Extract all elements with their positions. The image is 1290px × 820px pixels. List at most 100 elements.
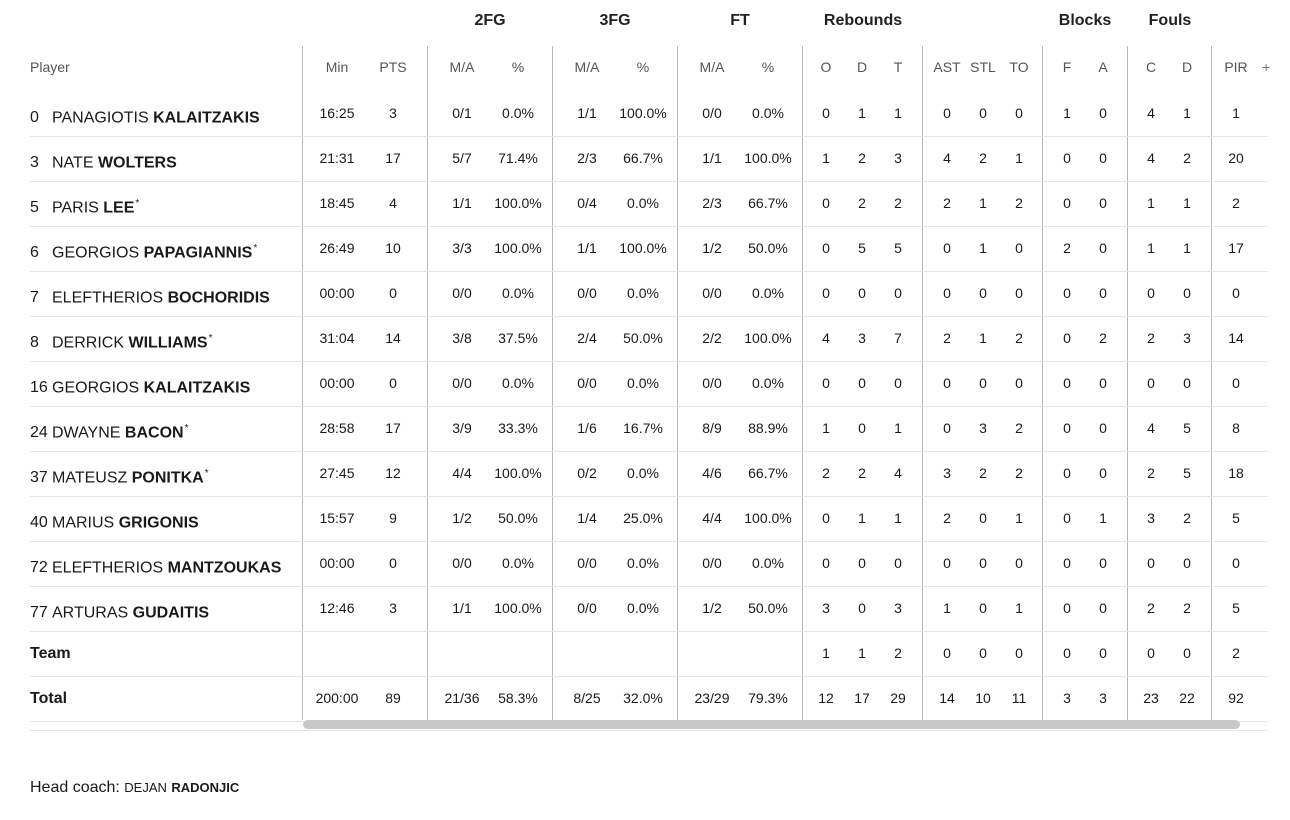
- player-name-link[interactable]: 0 PANAGIOTIS KALAITZAKIS: [30, 91, 261, 136]
- player-name-link[interactable]: 37 MATEUSZ PONITKA*: [30, 451, 209, 496]
- header-fg2-pct[interactable]: %: [511, 59, 525, 75]
- header-t[interactable]: T: [893, 59, 903, 75]
- cell-fg3-pct: 50.0%: [623, 330, 663, 346]
- column-divider: [1211, 46, 1212, 720]
- cell-t: 1: [894, 420, 902, 436]
- cell-fd: 2: [1183, 600, 1191, 616]
- cell-ast: 0: [943, 645, 951, 661]
- more-columns-icon[interactable]: +: [1262, 59, 1271, 75]
- player-first-name: MARIUS: [52, 514, 115, 532]
- player-name-link[interactable]: 5 PARIS LEE*: [30, 181, 139, 226]
- cell-fg2-ma: 5/7: [452, 150, 472, 166]
- cell-stl: 0: [979, 105, 987, 121]
- cell-ft-ma: 0/0: [702, 105, 722, 121]
- head-coach-first-name: DEJAN: [124, 780, 167, 795]
- cell-min: 00:00: [319, 555, 355, 571]
- cell-to: 2: [1015, 465, 1023, 481]
- cell-fd: 1: [1183, 195, 1191, 211]
- cell-fg3-ma: 2/3: [577, 150, 597, 166]
- header-fd[interactable]: D: [1181, 59, 1193, 75]
- cell-fg3-ma: 8/25: [573, 690, 601, 706]
- cell-pts: 4: [389, 195, 397, 211]
- cell-ast: 3: [943, 465, 951, 481]
- horizontal-scrollbar[interactable]: [303, 720, 1240, 729]
- cell-pts: 14: [385, 330, 401, 346]
- cell-min: 15:57: [319, 510, 355, 526]
- header-pir[interactable]: PIR: [1224, 59, 1248, 75]
- header-a[interactable]: A: [1098, 59, 1108, 75]
- cell-min: 31:04: [319, 330, 355, 346]
- header-fg2-ma[interactable]: M/A: [449, 59, 475, 75]
- cell-stl: 0: [979, 285, 987, 301]
- cell-fg2-pct: 71.4%: [498, 150, 538, 166]
- starter-marker: *: [184, 423, 189, 434]
- cell-t: 0: [894, 375, 902, 391]
- cell-pir: 0: [1232, 285, 1240, 301]
- cell-fd: 5: [1183, 465, 1191, 481]
- header-c[interactable]: C: [1145, 59, 1157, 75]
- player-name-link[interactable]: 7 ELEFTHERIOS BOCHORIDIS: [30, 271, 271, 316]
- header-to[interactable]: TO: [1009, 59, 1029, 75]
- cell-o: 0: [822, 510, 830, 526]
- header-f[interactable]: F: [1062, 59, 1072, 75]
- cell-stl: 10: [975, 690, 991, 706]
- cell-ast: 14: [939, 690, 955, 706]
- cell-ft-pct: 0.0%: [752, 105, 784, 121]
- player-number: 40: [30, 514, 48, 532]
- cell-pir: 14: [1228, 330, 1244, 346]
- header-fg3-ma[interactable]: M/A: [574, 59, 600, 75]
- cell-fg3-ma: [557, 631, 617, 676]
- cell-c: 0: [1147, 285, 1155, 301]
- player-name-link[interactable]: 72 ELEFTHERIOS MANTZOUKAS: [30, 541, 282, 586]
- header-player[interactable]: Player: [30, 59, 70, 75]
- group-3fg: 3FG: [599, 12, 631, 29]
- player-name-link[interactable]: 16 GEORGIOS KALAITZAKIS: [30, 361, 251, 406]
- cell-pir: 5: [1232, 600, 1240, 616]
- table-row: 16 GEORGIOS KALAITZAKIS 00:00 0 0/0 0.0% 0/0 0.…: [30, 361, 1268, 407]
- cell-fg3-ma: 0/4: [577, 195, 597, 211]
- header-o[interactable]: O: [820, 59, 832, 75]
- cell-ft-ma: 1/2: [702, 600, 722, 616]
- head-coach-label: Head coach:: [30, 779, 120, 796]
- player-name-link[interactable]: 6 GEORGIOS PAPAGIANNIS*: [30, 226, 257, 271]
- cell-stl: 1: [979, 330, 987, 346]
- cell-stl: 3: [979, 420, 987, 436]
- cell-fg3-pct: [613, 631, 673, 676]
- player-name-link[interactable]: 40 MARIUS GRIGONIS: [30, 496, 200, 541]
- player-number: 0: [30, 109, 39, 127]
- player-number: 6: [30, 244, 39, 262]
- starter-marker: *: [204, 468, 209, 479]
- cell-t: 29: [890, 690, 906, 706]
- cell-fg3-ma: 0/0: [577, 375, 597, 391]
- header-d[interactable]: D: [856, 59, 868, 75]
- header-ft-ma[interactable]: M/A: [699, 59, 725, 75]
- header-min[interactable]: Min: [325, 59, 349, 75]
- player-name-link[interactable]: 8 DERRICK WILLIAMS*: [30, 316, 212, 361]
- group-rebounds: Rebounds: [823, 12, 903, 29]
- player-first-name: ELEFTHERIOS: [52, 559, 164, 577]
- cell-t: 2: [894, 645, 902, 661]
- cell-min: 200:00: [315, 690, 359, 706]
- header-fg3-pct[interactable]: %: [636, 59, 650, 75]
- header-stl[interactable]: STL: [970, 59, 996, 75]
- header-pts[interactable]: PTS: [379, 59, 407, 75]
- header-ast[interactable]: AST: [933, 59, 961, 75]
- cell-d: 0: [858, 600, 866, 616]
- player-name-link[interactable]: 3 NATE WOLTERS: [30, 136, 178, 181]
- cell-f: 0: [1063, 195, 1071, 211]
- cell-fd: 2: [1183, 510, 1191, 526]
- cell-to: 0: [1015, 375, 1023, 391]
- cell-a: 0: [1099, 240, 1107, 256]
- cell-pir: 20: [1228, 150, 1244, 166]
- cell-d: 1: [858, 645, 866, 661]
- player-number: 16: [30, 379, 48, 397]
- player-name-link[interactable]: 77 ARTURAS GUDAITIS: [30, 586, 210, 631]
- player-name-link[interactable]: 24 DWAYNE BACON*: [30, 406, 188, 451]
- cell-o: 0: [822, 375, 830, 391]
- cell-fg2-pct: 0.0%: [502, 105, 534, 121]
- header-ft-pct[interactable]: %: [761, 59, 775, 75]
- head-coach: Head coach: DEJAN RADONJIC: [30, 779, 239, 797]
- cell-d: 0: [858, 375, 866, 391]
- cell-f: 2: [1063, 240, 1071, 256]
- player-first-name: ELEFTHERIOS: [52, 289, 164, 307]
